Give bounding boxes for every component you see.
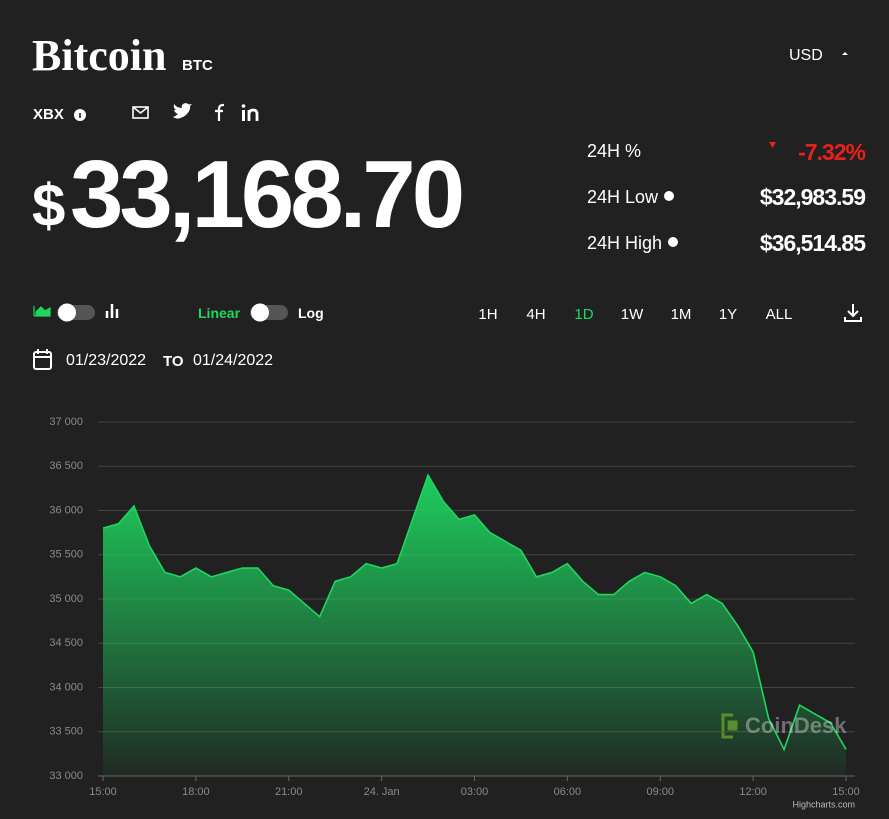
range-button[interactable]: 1Y — [718, 306, 738, 323]
watermark: CoinDesk — [745, 713, 847, 738]
currency[interactable]: USD — [789, 47, 823, 64]
x-tick-label: 12:00 — [739, 786, 767, 798]
y-tick-label: 37 000 — [49, 416, 83, 428]
info-i — [79, 113, 81, 118]
range-button[interactable]: 1H — [478, 306, 498, 323]
facebook-icon[interactable] — [215, 103, 224, 121]
area — [103, 475, 846, 776]
credits: Highcharts.com — [792, 799, 855, 809]
linkedin-icon[interactable] — [241, 104, 259, 121]
x-tick-label: 15:00 — [832, 786, 860, 798]
range-button[interactable]: 1M — [670, 306, 692, 323]
y-tick-label: 36 500 — [49, 460, 83, 472]
in-bar — [242, 110, 245, 121]
n-shape — [247, 108, 259, 121]
calendar-rings — [34, 349, 51, 358]
y-tick-label: 33 500 — [49, 726, 83, 738]
date-from[interactable]: 01/23/2022 — [66, 352, 147, 369]
twitter-icon[interactable] — [173, 103, 192, 119]
currency-symbol: $ — [32, 172, 66, 239]
toggle-knob — [251, 303, 269, 322]
y-tick-label: 35 500 — [49, 549, 83, 561]
scale-log[interactable]: Log — [298, 305, 324, 321]
x-tick-label: 03:00 — [461, 786, 489, 798]
stat-label: 24H High — [587, 233, 663, 253]
price: 33,168.70 — [70, 141, 465, 248]
y-tick-label: 33 000 — [49, 770, 83, 782]
mail-flap — [132, 106, 149, 115]
stat-value: -7.32% — [798, 139, 866, 165]
index: XBX — [33, 106, 64, 123]
calendar-icon[interactable] — [33, 351, 52, 370]
x-tick-label: 09:00 — [646, 786, 674, 798]
in-dot — [241, 104, 246, 108]
range-button[interactable]: 1W — [620, 306, 644, 323]
stat-value: $36,514.85 — [759, 230, 866, 256]
mail-icon[interactable] — [132, 106, 149, 119]
currency-caret[interactable] — [842, 52, 848, 55]
scale-linear[interactable]: Linear — [198, 305, 241, 321]
x-tick-label: 21:00 — [275, 786, 303, 798]
download-icon[interactable] — [844, 304, 862, 322]
area-chart-icon[interactable] — [33, 306, 51, 317]
symbol: BTC — [182, 57, 213, 74]
date-to-word: TO — [163, 353, 184, 370]
y-tick-label: 34 000 — [49, 681, 83, 693]
range-button[interactable]: 4H — [526, 306, 546, 323]
y-tick-label: 36 000 — [49, 504, 83, 516]
toggle-knob — [58, 303, 76, 322]
range-button[interactable]: ALL — [765, 306, 793, 323]
stat-label: 24H % — [587, 141, 642, 161]
down-arrow — [769, 142, 776, 148]
title: Bitcoin — [32, 31, 167, 80]
y-tick-label: 35 000 — [49, 593, 83, 605]
x-tick-label: 24. Jan — [364, 786, 400, 798]
stat-value: $32,983.59 — [759, 184, 866, 210]
x-tick-label: 15:00 — [89, 786, 117, 798]
x-tick-label: 18:00 — [182, 786, 210, 798]
x-tick-label: 06:00 — [554, 786, 582, 798]
stat-label: 24H Low — [587, 187, 659, 207]
line — [102, 473, 847, 752]
y-tick-label: 34 500 — [49, 637, 83, 649]
date-to[interactable]: 01/24/2022 — [193, 352, 274, 369]
range-button[interactable]: 1D — [574, 306, 594, 323]
bar-chart-icon[interactable] — [105, 304, 119, 318]
info-icon[interactable] — [664, 191, 674, 201]
info-icon[interactable] — [668, 237, 678, 247]
